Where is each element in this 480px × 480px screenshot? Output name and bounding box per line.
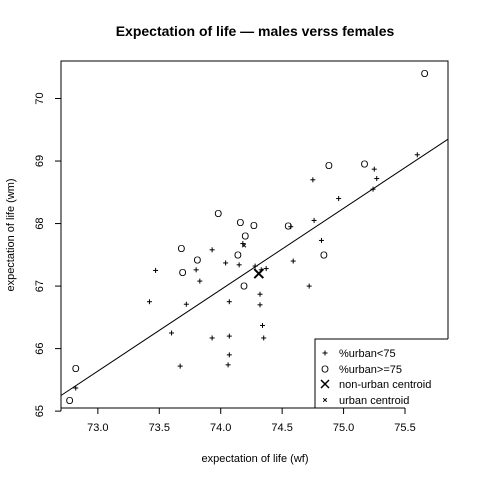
legend-frame xyxy=(314,338,448,408)
point-urban-lt-75 xyxy=(263,266,269,272)
point-urban-lt-75 xyxy=(236,262,242,268)
point-urban-lt-75 xyxy=(306,283,312,289)
y-tick-label: 69 xyxy=(34,155,46,167)
point-urban-ge-75: O xyxy=(320,250,328,261)
point-urban-ge-75: O xyxy=(234,250,242,261)
point-urban-lt-75 xyxy=(414,152,420,158)
point-urban-lt-75 xyxy=(259,322,265,328)
point-urban-lt-75 xyxy=(209,335,215,341)
point-urban-ge-75: O xyxy=(361,160,369,171)
chart-title: Expectation of life — males verss female… xyxy=(116,23,395,39)
legend-label: %urban>=75 xyxy=(339,364,402,376)
point-urban-ge-75: O xyxy=(241,232,249,243)
point-urban-lt-75 xyxy=(257,302,263,308)
point-urban-lt-75 xyxy=(318,237,324,243)
point-urban-lt-75 xyxy=(226,352,232,358)
point-urban-lt-75 xyxy=(261,335,267,341)
point-urban-lt-75 xyxy=(311,217,317,223)
point-urban-ge-75: O xyxy=(421,69,429,80)
y-tick-label: 70 xyxy=(34,92,46,104)
x-tick-label: 75.0 xyxy=(333,422,354,434)
point-urban-lt-75 xyxy=(153,267,159,273)
point-urban-lt-75 xyxy=(252,263,258,269)
legend-symbol-small-x xyxy=(322,397,328,403)
x-axis-label: expectation of life (wf) xyxy=(202,453,309,465)
point-urban-lt-75 xyxy=(336,196,342,202)
legend-symbol-plus xyxy=(322,350,328,356)
point-urban-lt-75 xyxy=(73,385,79,391)
x-tick-label: 75.5 xyxy=(394,422,415,434)
legend-label: non-urban centroid xyxy=(339,379,431,391)
legend-label: urban centroid xyxy=(339,395,409,407)
point-urban-lt-75 xyxy=(371,166,377,172)
y-tick-label: 66 xyxy=(34,342,46,354)
point-urban-ge-75: O xyxy=(250,221,258,232)
legend: %urban<75 O %urban>=75 non-urban centroid ur… xyxy=(314,338,465,408)
y-tick-label: 65 xyxy=(34,405,46,417)
x-tick-label: 74.0 xyxy=(210,422,231,434)
legend-label: %urban<75 xyxy=(339,348,396,360)
point-urban-lt-75 xyxy=(257,291,263,297)
urban-centroid-mark xyxy=(241,243,247,248)
legend-symbol-o: O xyxy=(321,365,329,376)
point-urban-lt-75 xyxy=(370,186,376,192)
point-urban-ge-75: O xyxy=(325,161,333,172)
x-tick-label: 74.5 xyxy=(271,422,292,434)
point-urban-ge-75: O xyxy=(72,364,80,375)
point-urban-lt-75 xyxy=(223,260,229,266)
point-urban-lt-75 xyxy=(193,267,199,273)
point-urban-lt-75 xyxy=(169,330,175,336)
point-urban-lt-75 xyxy=(177,363,183,369)
point-urban-lt-75 xyxy=(290,258,296,264)
point-urban-ge-75: O xyxy=(179,268,187,279)
point-urban-lt-75 xyxy=(374,176,380,182)
point-urban-lt-75 xyxy=(225,362,231,368)
x-tick-label: 73.5 xyxy=(149,422,170,434)
point-urban-ge-75: O xyxy=(284,222,292,233)
plot-frame xyxy=(60,60,449,408)
fit-line xyxy=(60,138,449,396)
point-urban-ge-75: O xyxy=(66,396,74,407)
point-urban-ge-75: O xyxy=(240,282,248,293)
point-urban-lt-75 xyxy=(183,301,189,307)
point-urban-lt-75 xyxy=(226,299,232,305)
point-urban-lt-75 xyxy=(197,278,203,284)
y-tick-label: 68 xyxy=(34,217,46,229)
point-urban-lt-75 xyxy=(288,224,294,230)
x-tick-label: 73.0 xyxy=(87,422,108,434)
point-urban-ge-75: O xyxy=(214,209,222,220)
point-urban-lt-75 xyxy=(209,247,215,253)
point-urban-ge-75: O xyxy=(193,255,201,266)
point-urban-lt-75 xyxy=(146,299,152,305)
point-urban-lt-75 xyxy=(226,333,232,339)
point-urban-ge-75: O xyxy=(236,218,244,229)
y-tick-label: 67 xyxy=(34,280,46,292)
non-urban-centroid-mark xyxy=(253,268,265,279)
y-axis-label: expectation of life (wm) xyxy=(5,178,17,291)
legend-box xyxy=(315,339,465,408)
point-urban-ge-75: O xyxy=(178,244,186,255)
legend-symbol-big-x xyxy=(320,379,330,389)
point-urban-lt-75 xyxy=(310,177,316,183)
